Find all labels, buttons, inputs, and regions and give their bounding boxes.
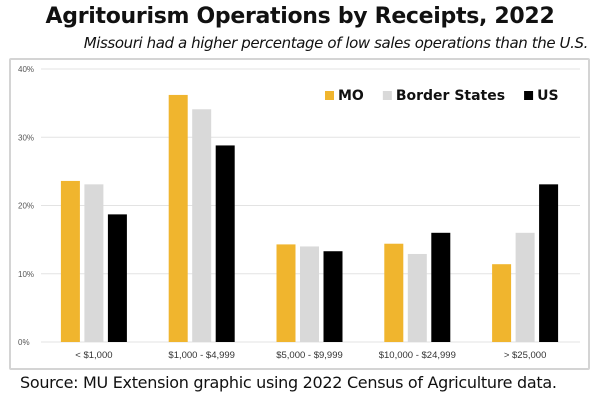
bar-mo	[60, 180, 80, 342]
y-tick-label: 0%	[18, 338, 30, 347]
x-category-label: $5,000 - $9,999	[276, 350, 343, 361]
bar-us	[431, 232, 451, 342]
bar-border-states	[515, 232, 535, 342]
y-tick-label: 20%	[18, 202, 34, 211]
y-tick-label: 40%	[18, 65, 34, 74]
y-axis-ticks: 0% 10% 20% 30% 40%	[18, 65, 34, 347]
bar-us	[215, 145, 235, 342]
legend-label: Border States	[396, 88, 505, 104]
y-tick-label: 10%	[18, 270, 34, 279]
bar-border-states	[300, 246, 319, 342]
bar-mo	[276, 244, 296, 342]
bar-us	[323, 251, 343, 342]
legend-label: US	[537, 88, 558, 104]
bar-border-states	[407, 253, 427, 342]
bar-us	[107, 214, 127, 342]
legend-swatch	[382, 91, 392, 100]
x-category-label: < $1,000	[75, 350, 112, 361]
gridlines	[41, 68, 580, 343]
x-axis-categories: < $1,000 $1,000 - $4,999 $5,000 - $9,999 $1…	[75, 350, 546, 361]
legend: MO Border States US	[325, 88, 559, 104]
source-note: Source: MU Extension graphic using 2022 …	[20, 373, 557, 392]
bars	[60, 94, 559, 342]
bar-mo	[168, 94, 188, 342]
bar-border-states	[84, 184, 104, 342]
bar-border-states	[192, 109, 212, 342]
chart-title: Agritourism Operations by Receipts, 2022	[45, 4, 555, 29]
bar-mo	[384, 243, 404, 342]
y-tick-label: 30%	[18, 133, 34, 142]
legend-swatch	[325, 91, 334, 100]
legend-swatch	[524, 91, 534, 100]
chart-subtitle: Missouri had a higher percentage of low …	[83, 34, 589, 52]
x-category-label: $1,000 - $4,999	[168, 350, 235, 361]
bar-us	[539, 184, 559, 342]
x-category-label: > $25,000	[504, 350, 547, 361]
legend-label: MO	[338, 88, 364, 104]
bar-mo	[492, 264, 512, 342]
x-category-label: $10,000 - $24,999	[379, 350, 456, 361]
